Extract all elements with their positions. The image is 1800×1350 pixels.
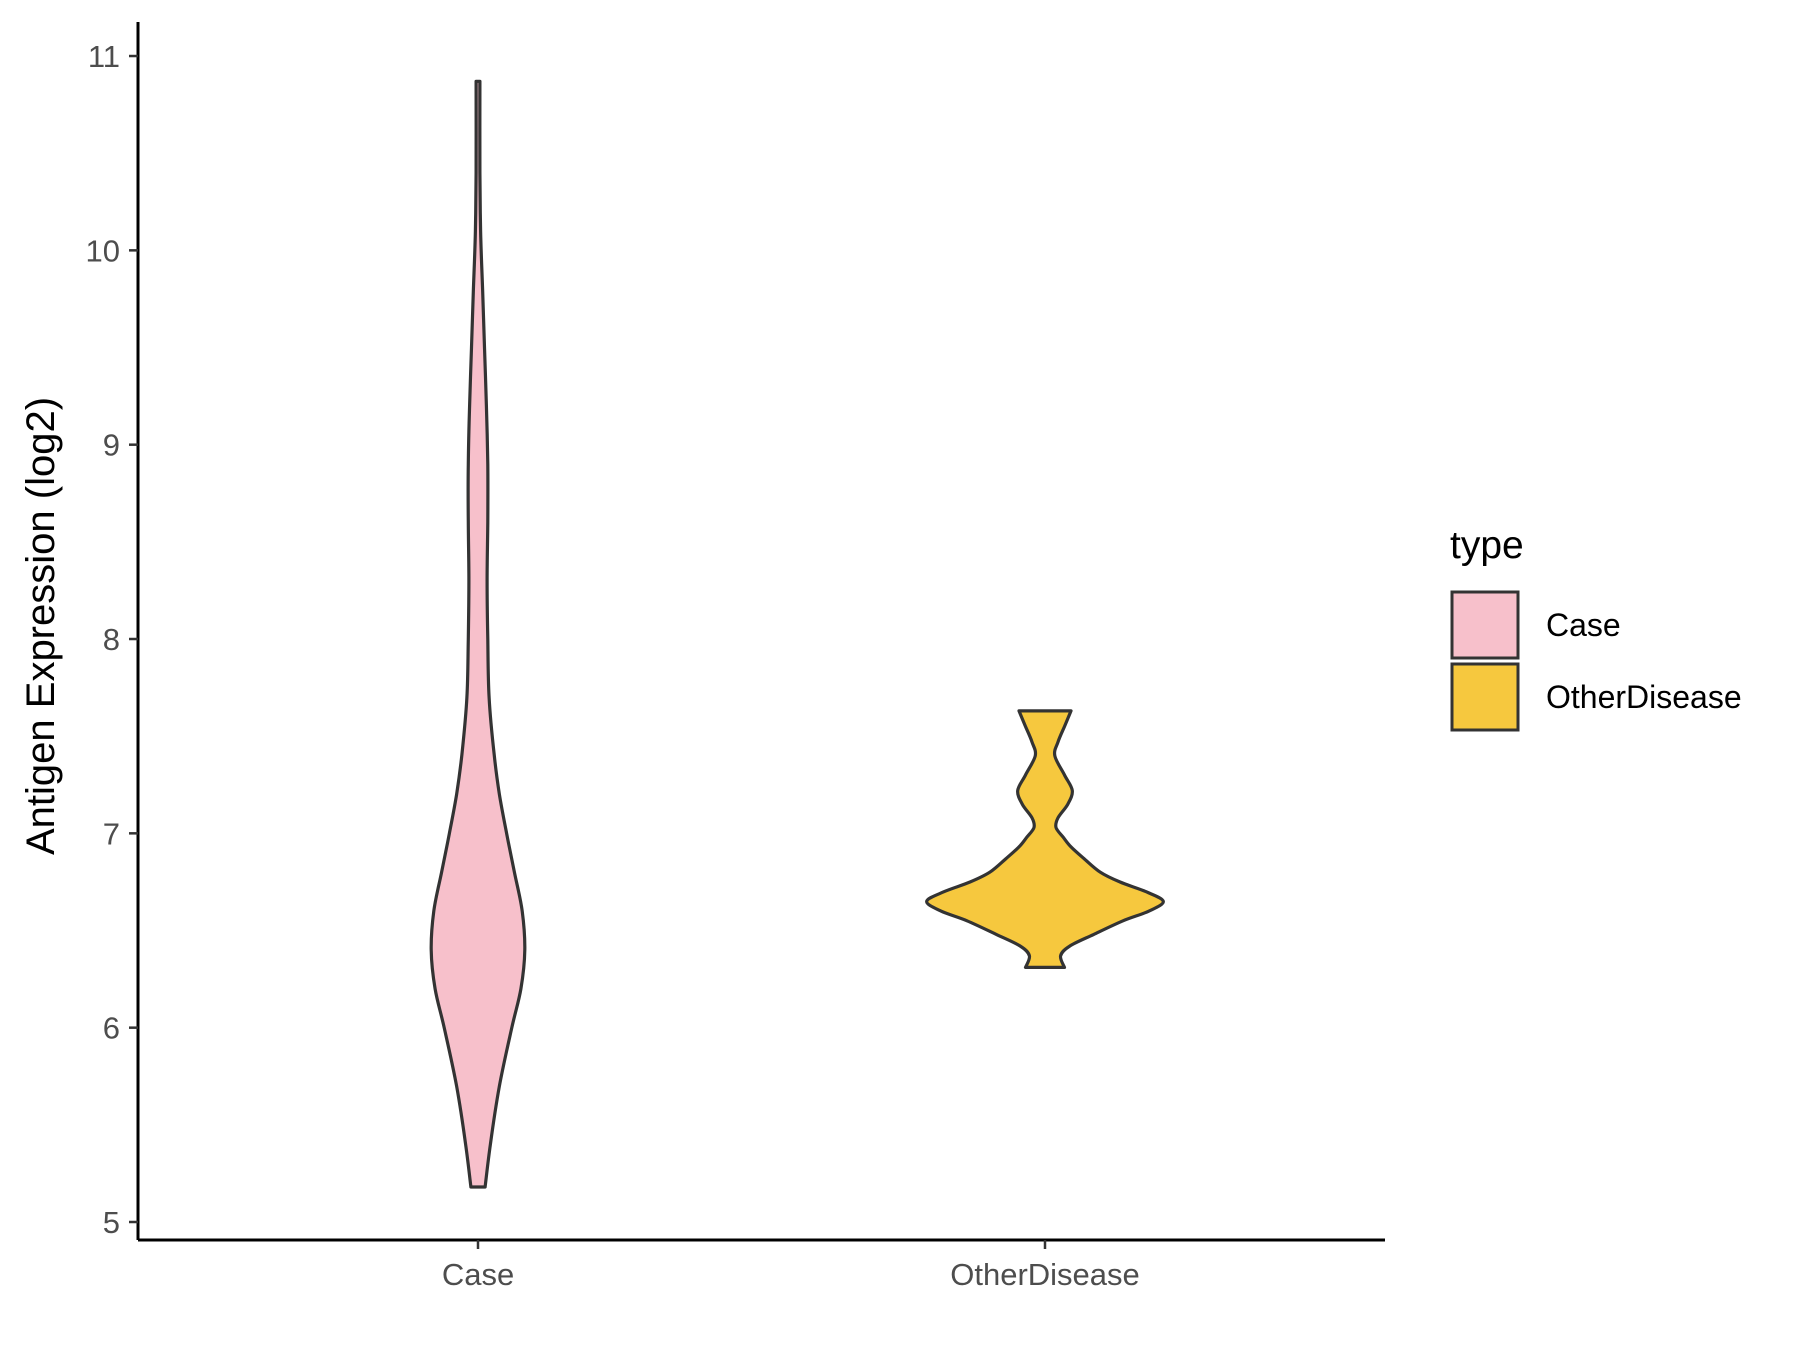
axes: 5 6 7 8 9 10 11 Case OtherDisease bbox=[86, 22, 1385, 1292]
y-tick-label-7: 7 bbox=[103, 816, 120, 851]
legend-swatch-otherdisease bbox=[1450, 662, 1520, 732]
y-tick-label-8: 8 bbox=[103, 622, 120, 657]
legend: type Case OtherDisease bbox=[1450, 524, 1742, 732]
y-axis-title: Antigen Expression (log2) bbox=[19, 397, 63, 855]
x-tick-label-otherdisease: OtherDisease bbox=[950, 1257, 1140, 1292]
y-tick-label-9: 9 bbox=[103, 428, 120, 463]
violin-case bbox=[429, 79, 527, 1189]
violin-otherdisease bbox=[925, 709, 1165, 969]
legend-label-case: Case bbox=[1546, 607, 1621, 643]
x-tick-label-case: Case bbox=[442, 1257, 514, 1292]
legend-title: type bbox=[1450, 524, 1524, 567]
legend-label-otherdisease: OtherDisease bbox=[1546, 679, 1742, 715]
y-tick-label-5: 5 bbox=[103, 1205, 120, 1240]
y-tick-label-6: 6 bbox=[103, 1011, 120, 1046]
violin-plot-area bbox=[429, 79, 1165, 1189]
y-tick-label-11: 11 bbox=[88, 39, 120, 74]
y-tick-label-10: 10 bbox=[86, 233, 120, 268]
legend-swatch-case bbox=[1450, 590, 1520, 660]
